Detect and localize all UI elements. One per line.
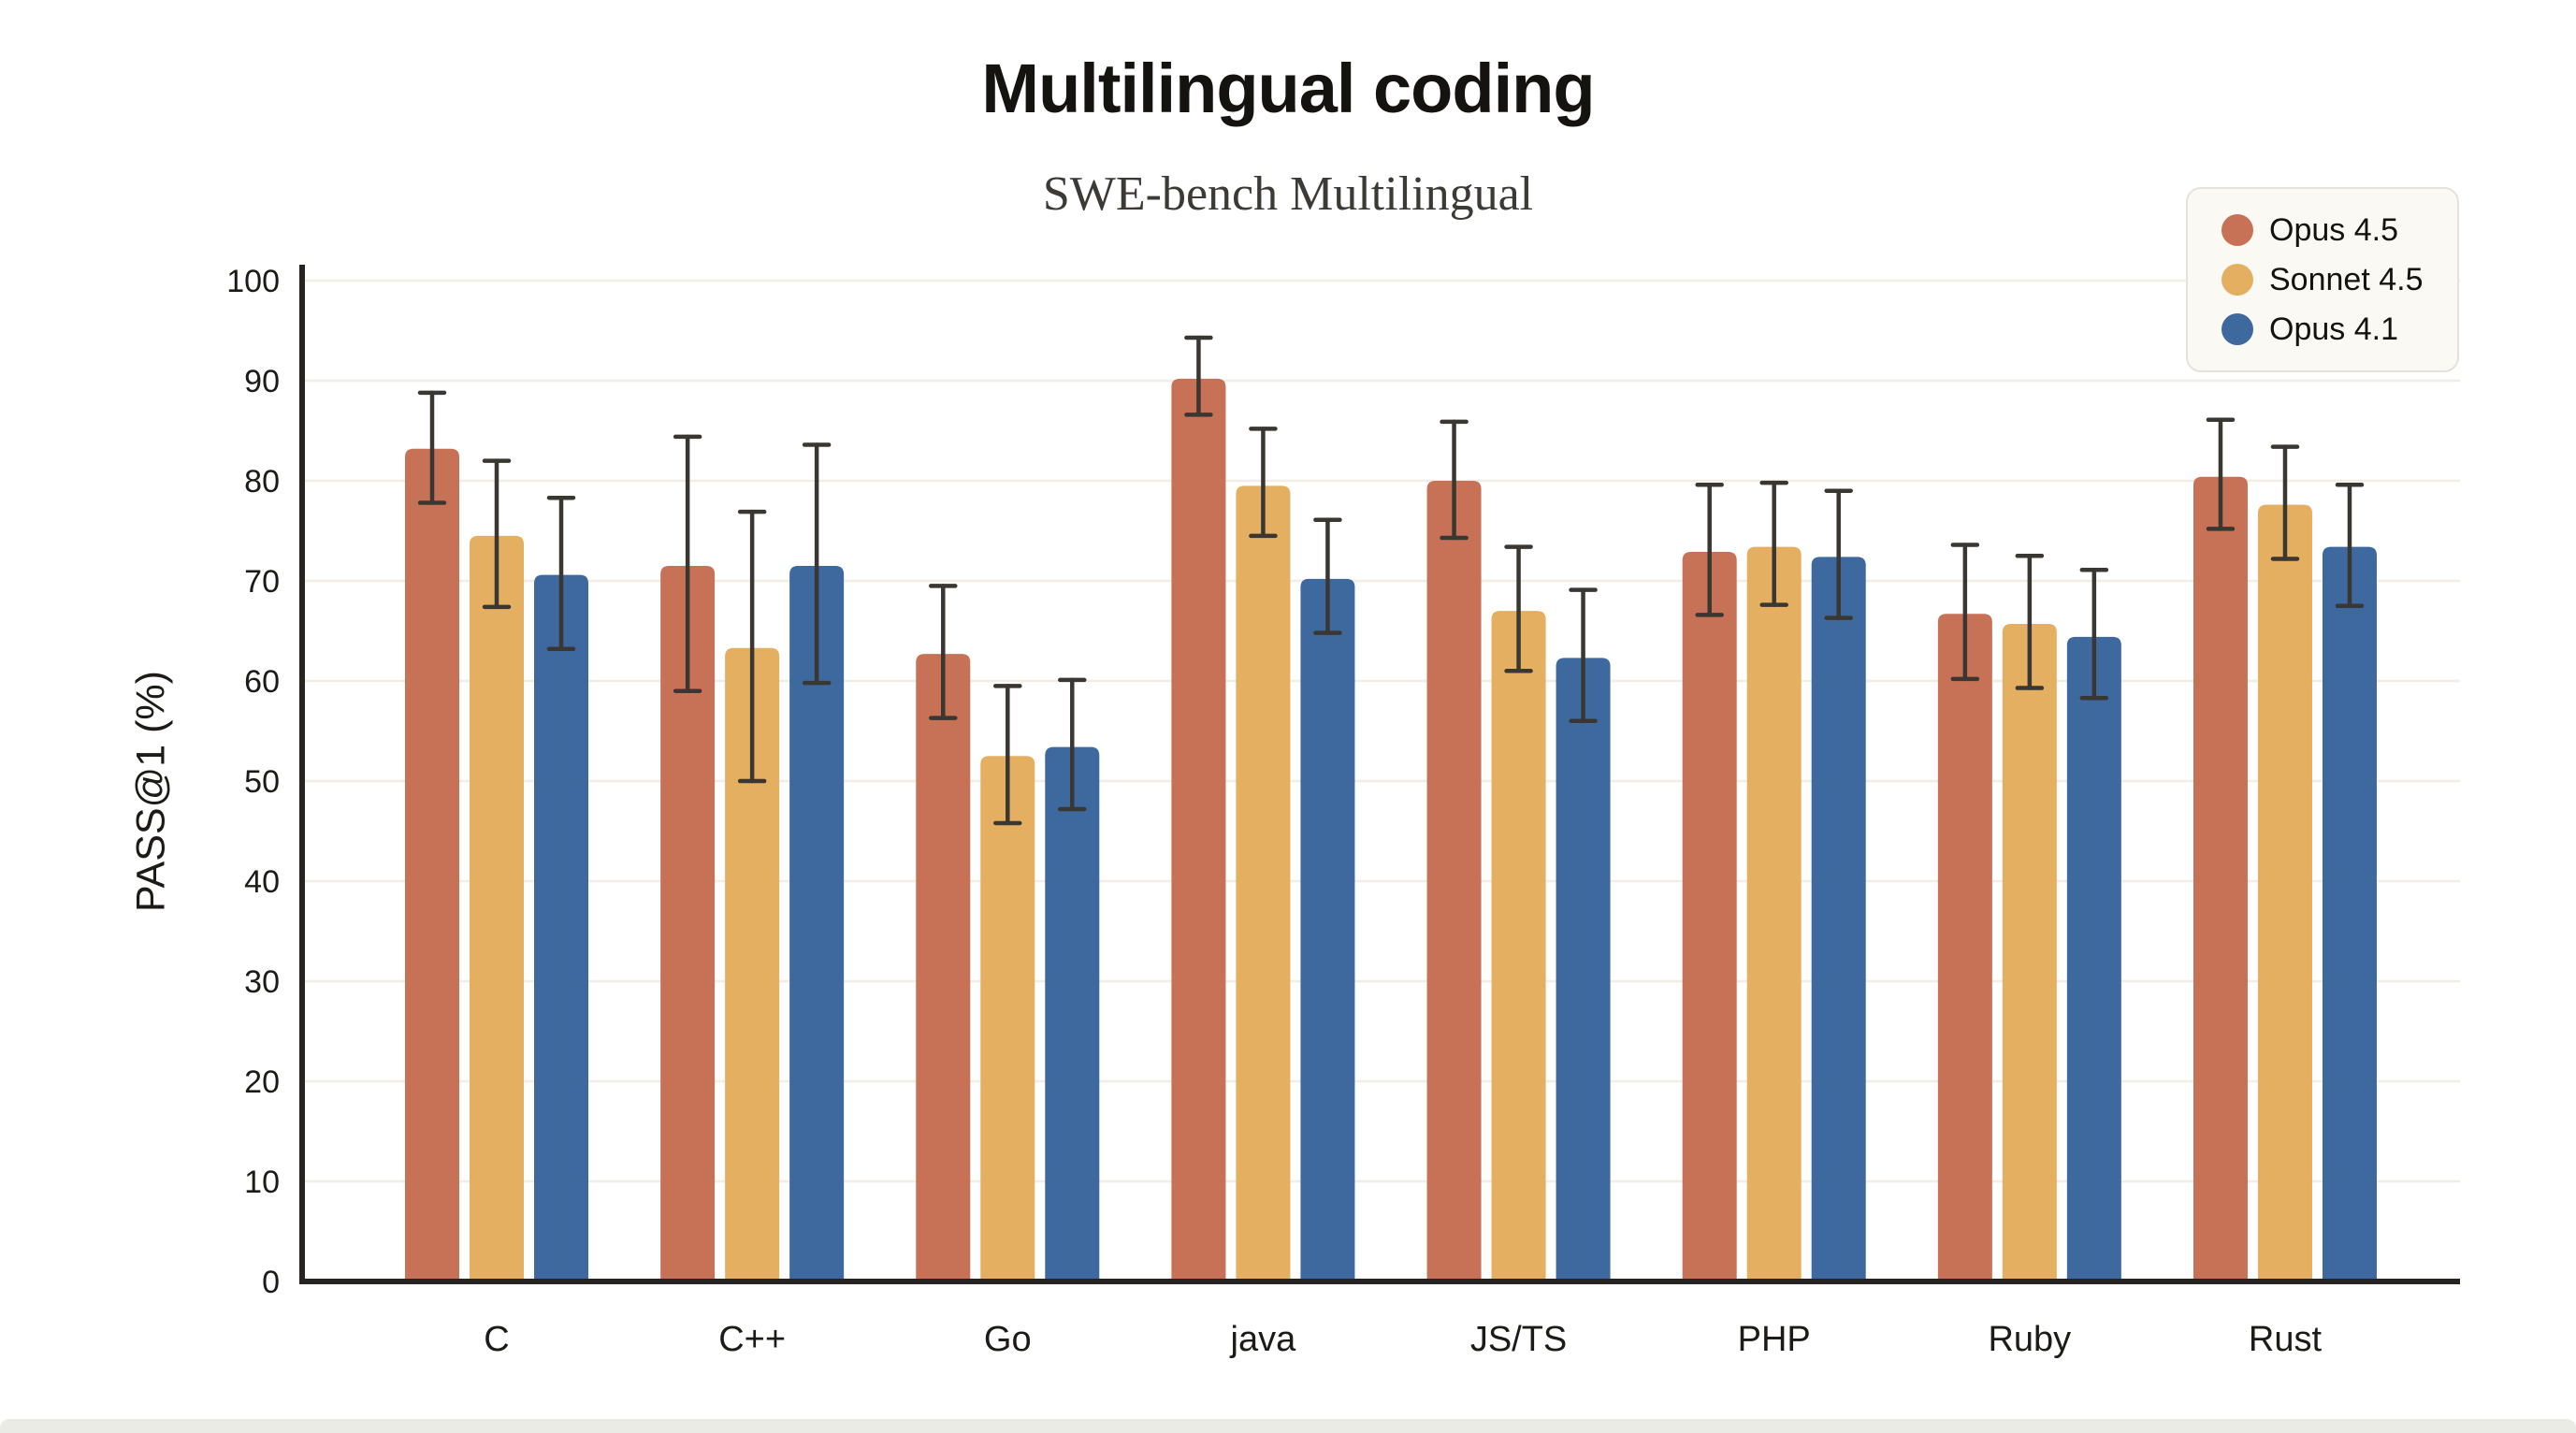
bar-Opus-4-1-JS/TS [1556,658,1611,1281]
bar-Opus-4-1-java [1300,578,1355,1281]
bar-Opus-4-5-java [1171,378,1226,1281]
bar-Sonnet-4-5-Rust [2257,504,2312,1281]
bar-Opus-4-1-PHP [1811,557,1866,1281]
bar-Sonnet-4-5-C [470,535,524,1281]
y-tick-label-0: 0 [262,1265,280,1300]
legend-label: Sonnet 4.5 [2269,261,2424,297]
x-tick-label-PHP: PHP [1738,1320,1811,1359]
y-tick-label-70: 70 [244,564,280,600]
y-tick-label-20: 20 [244,1064,280,1100]
y-tick-label-60: 60 [244,664,280,700]
y-tick-label-80: 80 [244,464,280,499]
x-tick-label-java: java [1230,1320,1297,1359]
x-tick-label-JS/TS: JS/TS [1470,1320,1567,1359]
legend-item-Opus-4-5: Opus 4.5 [2221,212,2457,249]
x-tick-label-C++: C++ [718,1320,786,1359]
bar-Opus-4-5-Ruby [1937,614,1992,1281]
bottom-page-edge [0,1419,2576,1433]
legend-item-Opus-4-1: Opus 4.1 [2221,311,2457,348]
x-tick-label-Rust: Rust [2249,1320,2323,1359]
bar-Opus-4-1-Go [1045,746,1100,1281]
bar-Opus-4-1-Rust [2322,546,2377,1281]
y-tick-label-40: 40 [244,864,280,900]
legend-label: Opus 4.5 [2269,211,2398,248]
y-tick-label-50: 50 [244,764,280,800]
x-tick-label-Go: Go [984,1320,1032,1359]
chart-legend: Opus 4.5 Sonnet 4.5 Opus 4.1 [2186,187,2459,372]
bar-Opus-4-5-C [405,448,459,1281]
bar-Opus-4-5-Rust [2192,476,2248,1282]
x-tick-label-Ruby: Ruby [1988,1320,2071,1359]
legend-swatch-icon [2221,264,2253,296]
legend-swatch-icon [2221,214,2253,246]
bar-Sonnet-4-5-C++ [725,647,780,1281]
chart-subtitle: SWE-bench Multilingual [1042,167,1534,221]
bar-Sonnet-4-5-Go [980,756,1035,1281]
legend-item-Sonnet-4-5: Sonnet 4.5 [2221,262,2457,298]
chart-title: Multilingual coding [981,50,1595,127]
legend-label: Opus 4.1 [2269,311,2398,347]
bar-Opus-4-5-Go [916,654,971,1281]
bar-Sonnet-4-5-java [1236,485,1291,1281]
y-tick-label-100: 100 [226,264,280,299]
bar-Opus-4-1-Ruby [2066,636,2121,1281]
bar-Opus-4-5-C++ [660,565,716,1281]
bar-Opus-4-5-JS/TS [1426,481,1482,1281]
bar-Opus-4-1-C++ [789,565,845,1281]
bar-Sonnet-4-5-JS/TS [1491,611,1546,1281]
bar-Opus-4-5-PHP [1682,551,1737,1281]
y-tick-label-10: 10 [244,1165,280,1200]
bar-Sonnet-4-5-Ruby [2002,624,2057,1281]
legend-swatch-icon [2221,313,2253,345]
y-tick-label-90: 90 [244,364,280,399]
bar-Sonnet-4-5-PHP [1746,546,1802,1281]
y-tick-label-30: 30 [244,964,280,1000]
bar-Opus-4-1-C [534,574,588,1281]
x-tick-label-C: C [484,1320,509,1359]
